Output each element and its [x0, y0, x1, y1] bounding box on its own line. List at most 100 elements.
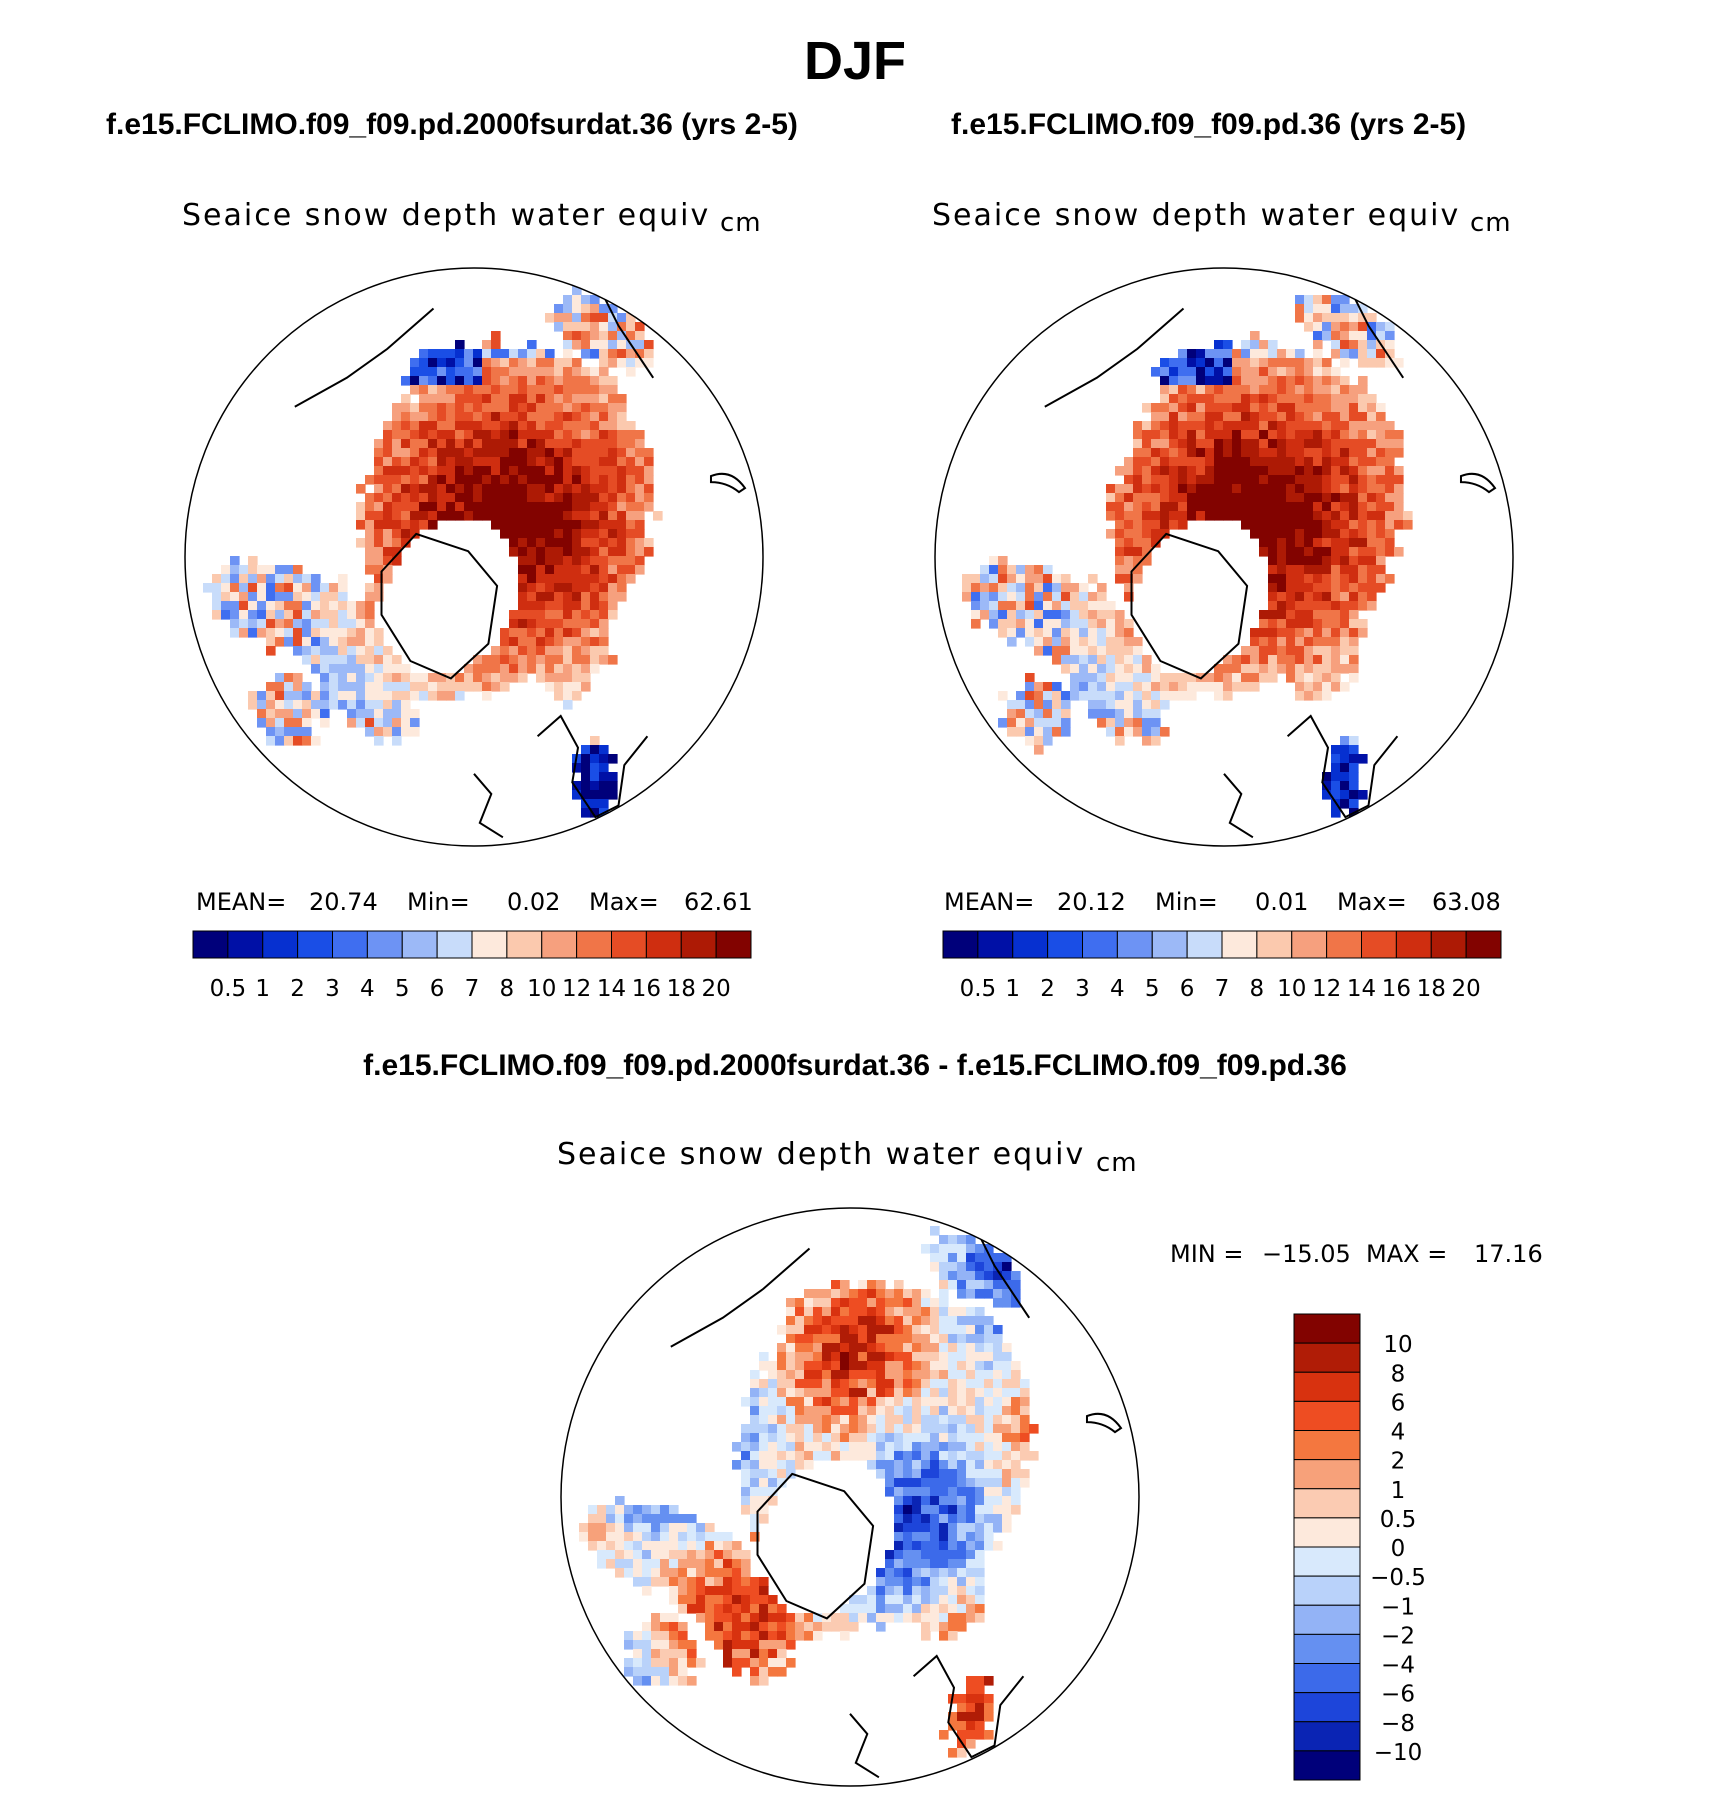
map-cell — [1349, 313, 1359, 323]
map-cell — [903, 1370, 913, 1380]
map-cell — [482, 484, 492, 494]
map-cell — [1358, 331, 1368, 341]
map-cell — [482, 376, 492, 386]
map-cell — [1106, 718, 1116, 728]
map-cell — [374, 520, 384, 530]
map-cell — [1011, 1478, 1021, 1488]
map-cell — [957, 1307, 967, 1317]
map-cell — [581, 367, 591, 377]
map-cell — [980, 601, 990, 611]
map-cell — [446, 367, 456, 377]
map-cell — [608, 502, 618, 512]
map-cell — [1007, 601, 1017, 611]
map-cell — [984, 1271, 994, 1281]
colorbar-swatch — [297, 930, 333, 959]
map-cell — [1349, 619, 1359, 629]
map-cell — [876, 1334, 886, 1344]
map-cell — [527, 547, 537, 557]
map-cell — [1322, 637, 1332, 647]
map-cell — [590, 583, 600, 593]
map-cell — [599, 430, 609, 440]
map-cell — [599, 376, 609, 386]
map-cell — [984, 1361, 994, 1371]
map-cell — [518, 583, 528, 593]
map-cell — [473, 439, 483, 449]
map-cell — [1286, 511, 1296, 521]
map-cell — [975, 1244, 985, 1254]
colorbar-swatch — [1291, 930, 1328, 959]
map-cell — [1142, 421, 1152, 431]
map-cell — [1020, 1442, 1030, 1452]
map-cell — [759, 1352, 769, 1362]
map-cell — [633, 1577, 643, 1587]
map-cell — [392, 547, 402, 557]
map-cell — [554, 529, 564, 539]
map-cell — [1376, 448, 1386, 458]
map-cell — [1079, 592, 1089, 602]
map-cell — [975, 1604, 985, 1614]
map-cell — [410, 439, 420, 449]
map-cell — [1331, 628, 1341, 638]
map-cell — [795, 1406, 805, 1416]
map-cell — [581, 619, 591, 629]
map-cell — [1322, 511, 1332, 521]
map-cell — [1196, 493, 1206, 503]
map-cell — [491, 430, 501, 440]
map-cell — [1376, 583, 1386, 593]
map-cell — [1286, 574, 1296, 584]
map-cell — [608, 331, 618, 341]
map-cell — [1259, 394, 1269, 404]
map-cell — [1002, 1298, 1012, 1308]
map-cell — [635, 358, 645, 368]
map-cell — [1079, 682, 1089, 692]
map-cell — [1070, 619, 1080, 629]
map-cell — [248, 628, 258, 638]
map-cell — [1002, 1505, 1012, 1515]
map-cell — [356, 709, 366, 719]
map-cell — [1295, 367, 1305, 377]
colorbar-tick-label: 8 — [1391, 1361, 1406, 1387]
map-cell — [491, 466, 501, 476]
map-cell — [563, 340, 573, 350]
map-cell — [732, 1586, 742, 1596]
map-cell — [338, 592, 348, 602]
map-cell — [1286, 592, 1296, 602]
map-cell — [1115, 628, 1125, 638]
map-cell — [545, 475, 555, 485]
map-cell — [1394, 439, 1404, 449]
map-cell — [1151, 718, 1161, 728]
map-cell — [1268, 628, 1278, 638]
map-cell — [644, 340, 654, 350]
map-cell — [1295, 682, 1305, 692]
map-cell — [1349, 448, 1359, 458]
map-cell — [581, 421, 591, 431]
map-cell — [581, 502, 591, 512]
map-cell — [1124, 493, 1134, 503]
map-cell — [482, 664, 492, 674]
map-cell — [849, 1595, 859, 1605]
map-cell — [786, 1352, 796, 1362]
map-cell — [930, 1406, 940, 1416]
map-cell — [1259, 610, 1269, 620]
map-cell — [1331, 547, 1341, 557]
map-cell — [1133, 466, 1143, 476]
map-cell — [840, 1388, 850, 1398]
map-cell — [867, 1379, 877, 1389]
map-cell — [1178, 394, 1188, 404]
map-cell — [383, 475, 393, 485]
map-cell — [921, 1289, 931, 1299]
map-cell — [957, 1577, 967, 1587]
map-cell — [1259, 547, 1269, 557]
map-cell — [1376, 322, 1386, 332]
map-cell — [1142, 736, 1152, 746]
map-cell — [1313, 430, 1323, 440]
map-cell — [554, 610, 564, 620]
map-cell — [1286, 655, 1296, 665]
map-cell — [1313, 295, 1323, 305]
map-cell — [1223, 394, 1233, 404]
map-cell — [1313, 529, 1323, 539]
map-cell — [1070, 601, 1080, 611]
map-cell — [572, 448, 582, 458]
map-cell — [617, 484, 627, 494]
